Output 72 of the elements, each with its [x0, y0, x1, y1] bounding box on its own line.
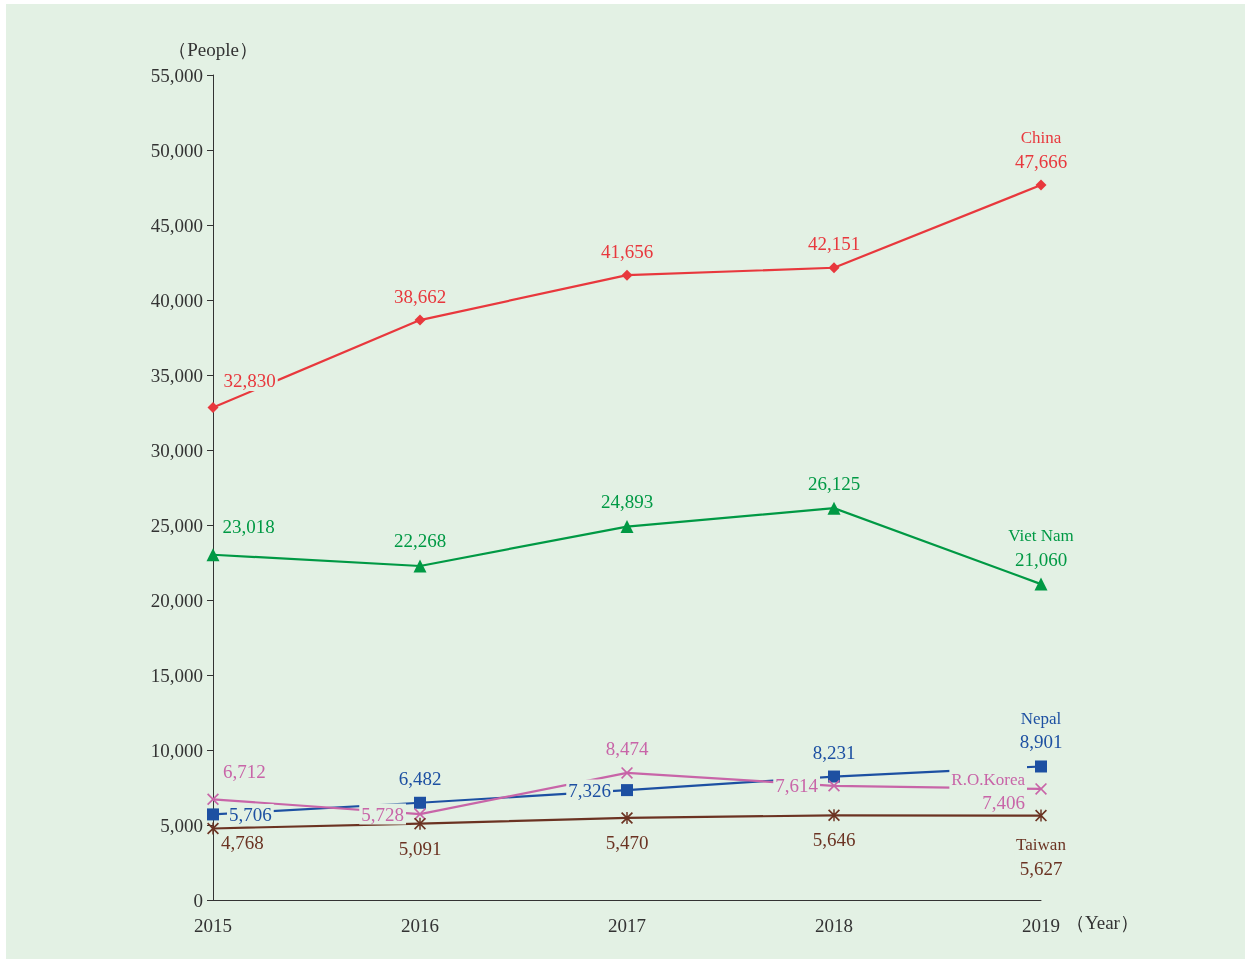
y-tick-label: 15,000 — [150, 664, 203, 686]
y-axis-title: （People） — [168, 39, 258, 60]
text: China — [1020, 128, 1062, 148]
point — [414, 817, 426, 830]
data-label: 32,830 — [223, 370, 276, 392]
point — [1035, 760, 1047, 773]
point — [1034, 577, 1048, 591]
data-label: 5,091 — [398, 837, 442, 859]
data-label: 7,326 — [568, 779, 611, 801]
point — [828, 770, 840, 783]
y-tick-label: 5,000 — [160, 814, 203, 836]
y-tick-label: 55,000 — [150, 64, 203, 86]
point — [621, 784, 633, 797]
point — [828, 262, 840, 274]
point — [621, 766, 633, 779]
data-label: 23,018 — [222, 516, 275, 538]
series-label: Taiwan — [1016, 835, 1067, 855]
point — [207, 402, 219, 414]
data-label: 5,728 — [361, 803, 404, 825]
y-tick-label: 20,000 — [150, 589, 203, 611]
data-label: 24,893 — [600, 491, 654, 513]
point — [1035, 782, 1047, 795]
point — [206, 548, 220, 562]
data-label: 21,060 — [1014, 548, 1068, 570]
point — [207, 822, 219, 835]
x-tick-label: 2018 — [815, 915, 853, 936]
data-label: 7,406 — [982, 792, 1025, 814]
y-tick-label: 30,000 — [150, 439, 203, 461]
data-label: 8,231 — [812, 741, 856, 763]
series-label: Viet Nam — [1008, 526, 1074, 546]
data-label: 26,125 — [807, 472, 861, 494]
point — [621, 811, 633, 824]
point — [827, 501, 841, 515]
x-tick-label: 2015 — [194, 915, 232, 936]
data-label: 22,268 — [393, 530, 447, 552]
x-tick-label: 2016 — [401, 915, 439, 936]
y-tick-label: 50,000 — [150, 139, 203, 161]
data-label: 41,656 — [600, 240, 654, 262]
data-label: 6,482 — [398, 767, 442, 789]
data-label: 8,474 — [605, 737, 649, 759]
point — [207, 808, 219, 821]
point — [414, 314, 426, 326]
x-tick-label: 2017 — [608, 915, 646, 936]
point — [414, 796, 426, 809]
data-label: 5,470 — [605, 831, 649, 853]
y-tick-label: 35,000 — [150, 364, 203, 386]
point — [1035, 179, 1047, 191]
data-label: 5,706 — [229, 803, 272, 825]
y-tick-label: 10,000 — [150, 739, 203, 761]
y-tick-label: 25,000 — [150, 514, 203, 536]
data-label: 7,614 — [775, 775, 819, 797]
y-tick-label: 0 — [193, 889, 203, 911]
point — [413, 559, 427, 573]
text: Nepal — [1020, 708, 1062, 728]
point — [1035, 809, 1047, 822]
point — [620, 520, 634, 534]
data-label: 4,768 — [221, 832, 264, 854]
point — [828, 809, 840, 822]
data-label: 8,901 — [1019, 731, 1063, 753]
series-label: R.O.Korea — [951, 769, 1026, 789]
x-axis-title: （Year） — [1065, 912, 1139, 933]
point — [414, 808, 426, 821]
data-label: 5,627 — [1019, 857, 1063, 879]
y-tick-label: 40,000 — [150, 289, 203, 311]
y-tick-label: 45,000 — [150, 214, 203, 236]
data-label: 6,712 — [223, 761, 266, 783]
data-label: 38,662 — [393, 285, 447, 307]
data-label: 42,151 — [807, 233, 861, 255]
data-label: 47,666 — [1014, 150, 1068, 172]
x-tick-label: 2019 — [1022, 915, 1060, 936]
point — [621, 269, 633, 281]
data-label: 5,646 — [812, 829, 856, 851]
